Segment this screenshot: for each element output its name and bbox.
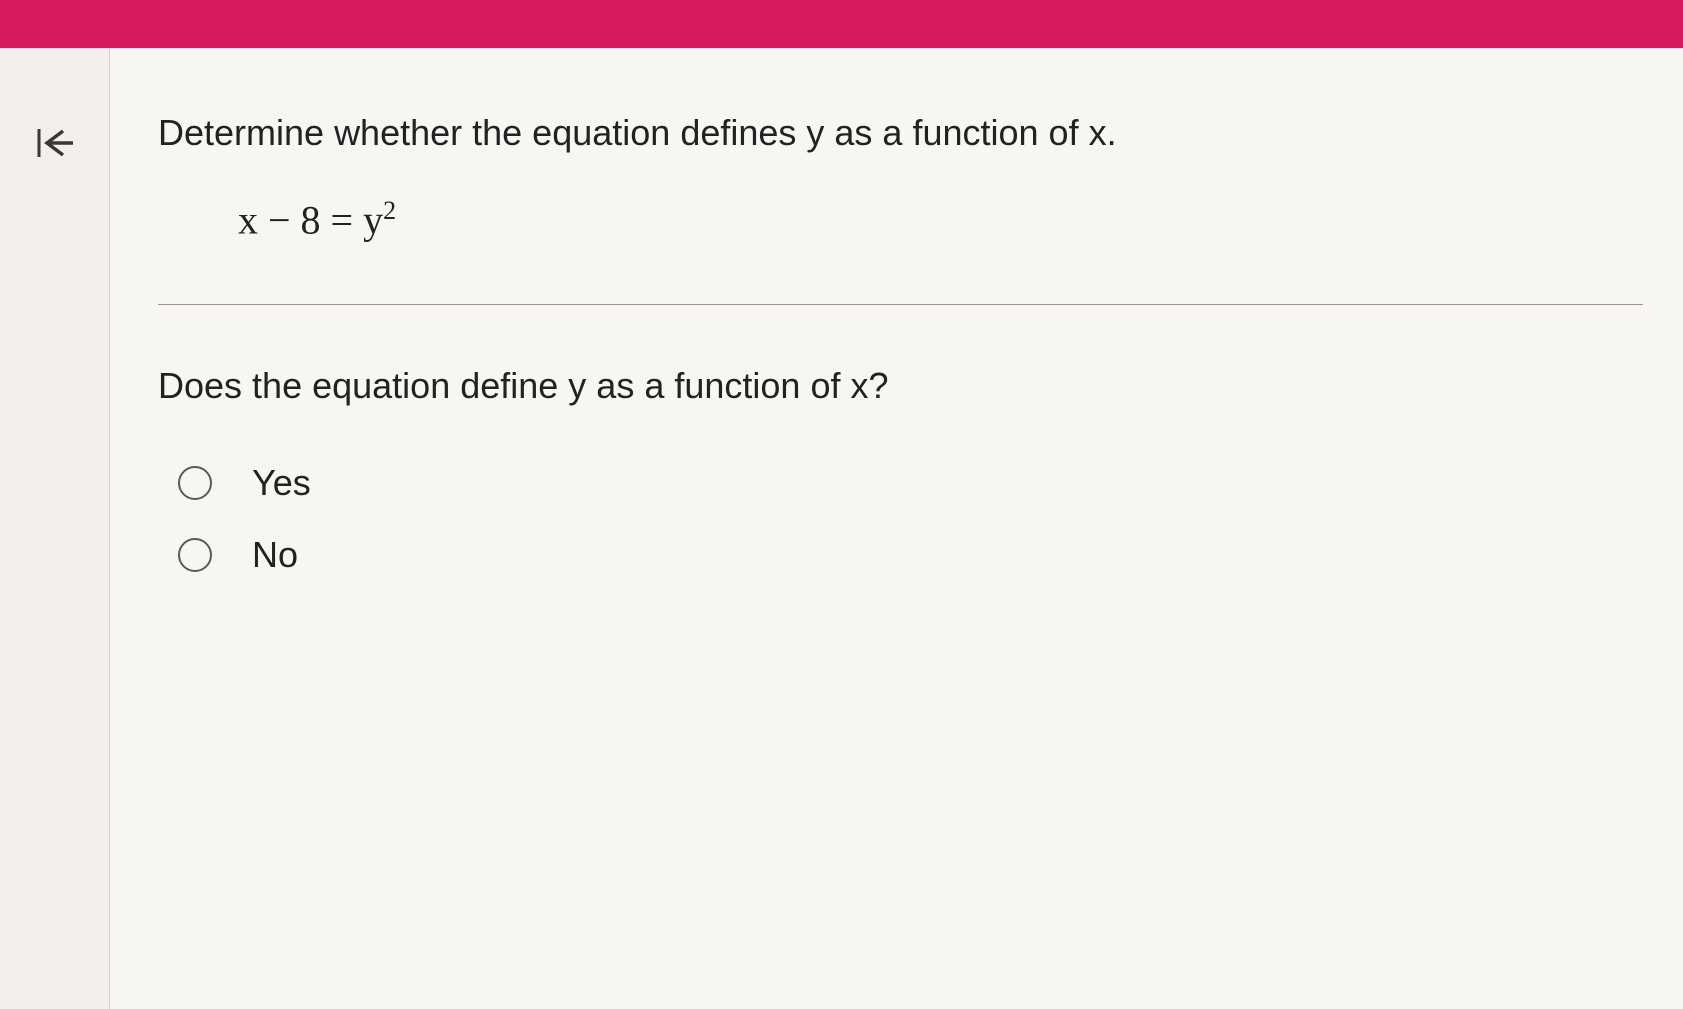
prompt-text: Determine whether the equation defines y… (158, 108, 1643, 158)
equation-base: x − 8 = y (238, 198, 383, 243)
main-area: Determine whether the equation defines y… (0, 48, 1683, 1009)
section-divider (158, 304, 1643, 305)
collapse-left-icon (33, 121, 77, 165)
answer-options: Yes No (178, 462, 1643, 576)
top-bar (0, 0, 1683, 48)
radio-icon (178, 538, 212, 572)
option-no[interactable]: No (178, 534, 1643, 576)
equation-display: x − 8 = y2 (238, 196, 1643, 243)
collapse-sidebar-button[interactable] (30, 118, 80, 168)
radio-icon (178, 466, 212, 500)
option-label: No (252, 534, 298, 576)
equation-exponent: 2 (383, 196, 396, 225)
option-yes[interactable]: Yes (178, 462, 1643, 504)
question-content: Determine whether the equation defines y… (110, 48, 1683, 1009)
sidebar (0, 48, 110, 1009)
question-text: Does the equation define y as a function… (158, 365, 1643, 407)
option-label: Yes (252, 462, 311, 504)
